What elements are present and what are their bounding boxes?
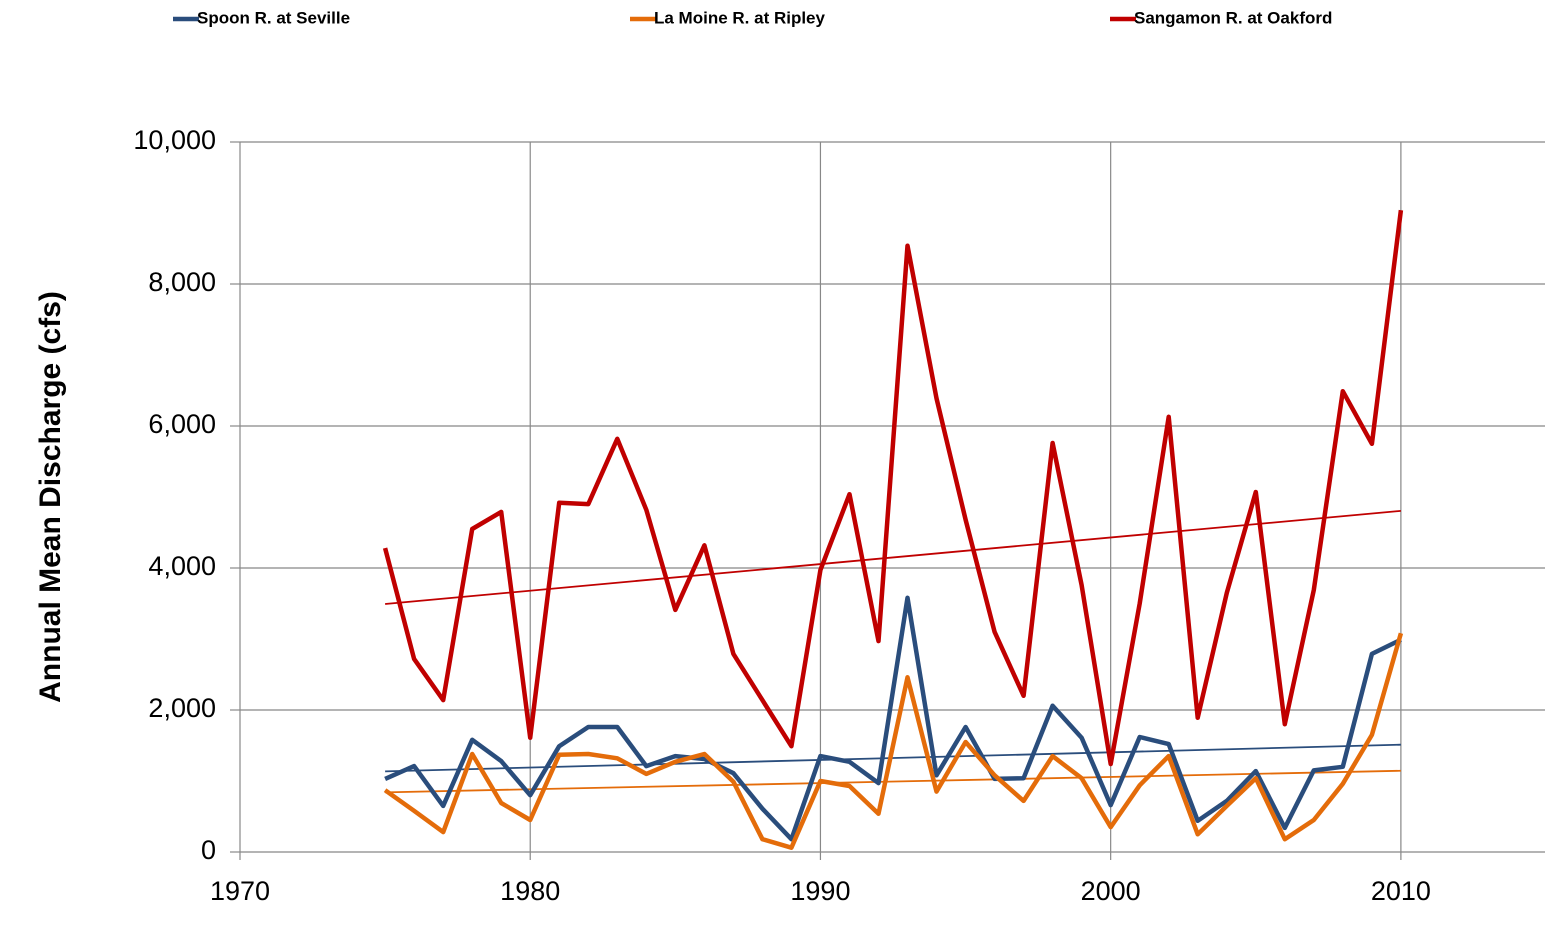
legend-label: Spoon R. at Seville (197, 8, 350, 27)
y-tick-label: 2,000 (148, 693, 216, 723)
x-tick-label: 1970 (210, 876, 270, 906)
y-tick-label: 0 (201, 835, 216, 865)
y-tick-label: 8,000 (148, 267, 216, 297)
x-tick-label: 1990 (790, 876, 850, 906)
x-tick-label: 2000 (1081, 876, 1141, 906)
trend-line (385, 509, 1401, 605)
legend-label: Sangamon R. at Oakford (1134, 8, 1332, 27)
x-tick-label: 1980 (500, 876, 560, 906)
series-line (382, 209, 1404, 767)
x-tick-label: 2010 (1371, 876, 1431, 906)
y-tick-label: 10,000 (133, 125, 216, 155)
series-line (384, 595, 1402, 842)
trend-line (385, 769, 1401, 794)
y-tick-label: 4,000 (148, 551, 216, 581)
y-axis-title: Annual Mean Discharge (cfs) (34, 291, 67, 703)
legend-label: La Moine R. at Ripley (654, 8, 826, 27)
y-tick-label: 6,000 (148, 409, 216, 439)
series-line (383, 632, 1404, 850)
